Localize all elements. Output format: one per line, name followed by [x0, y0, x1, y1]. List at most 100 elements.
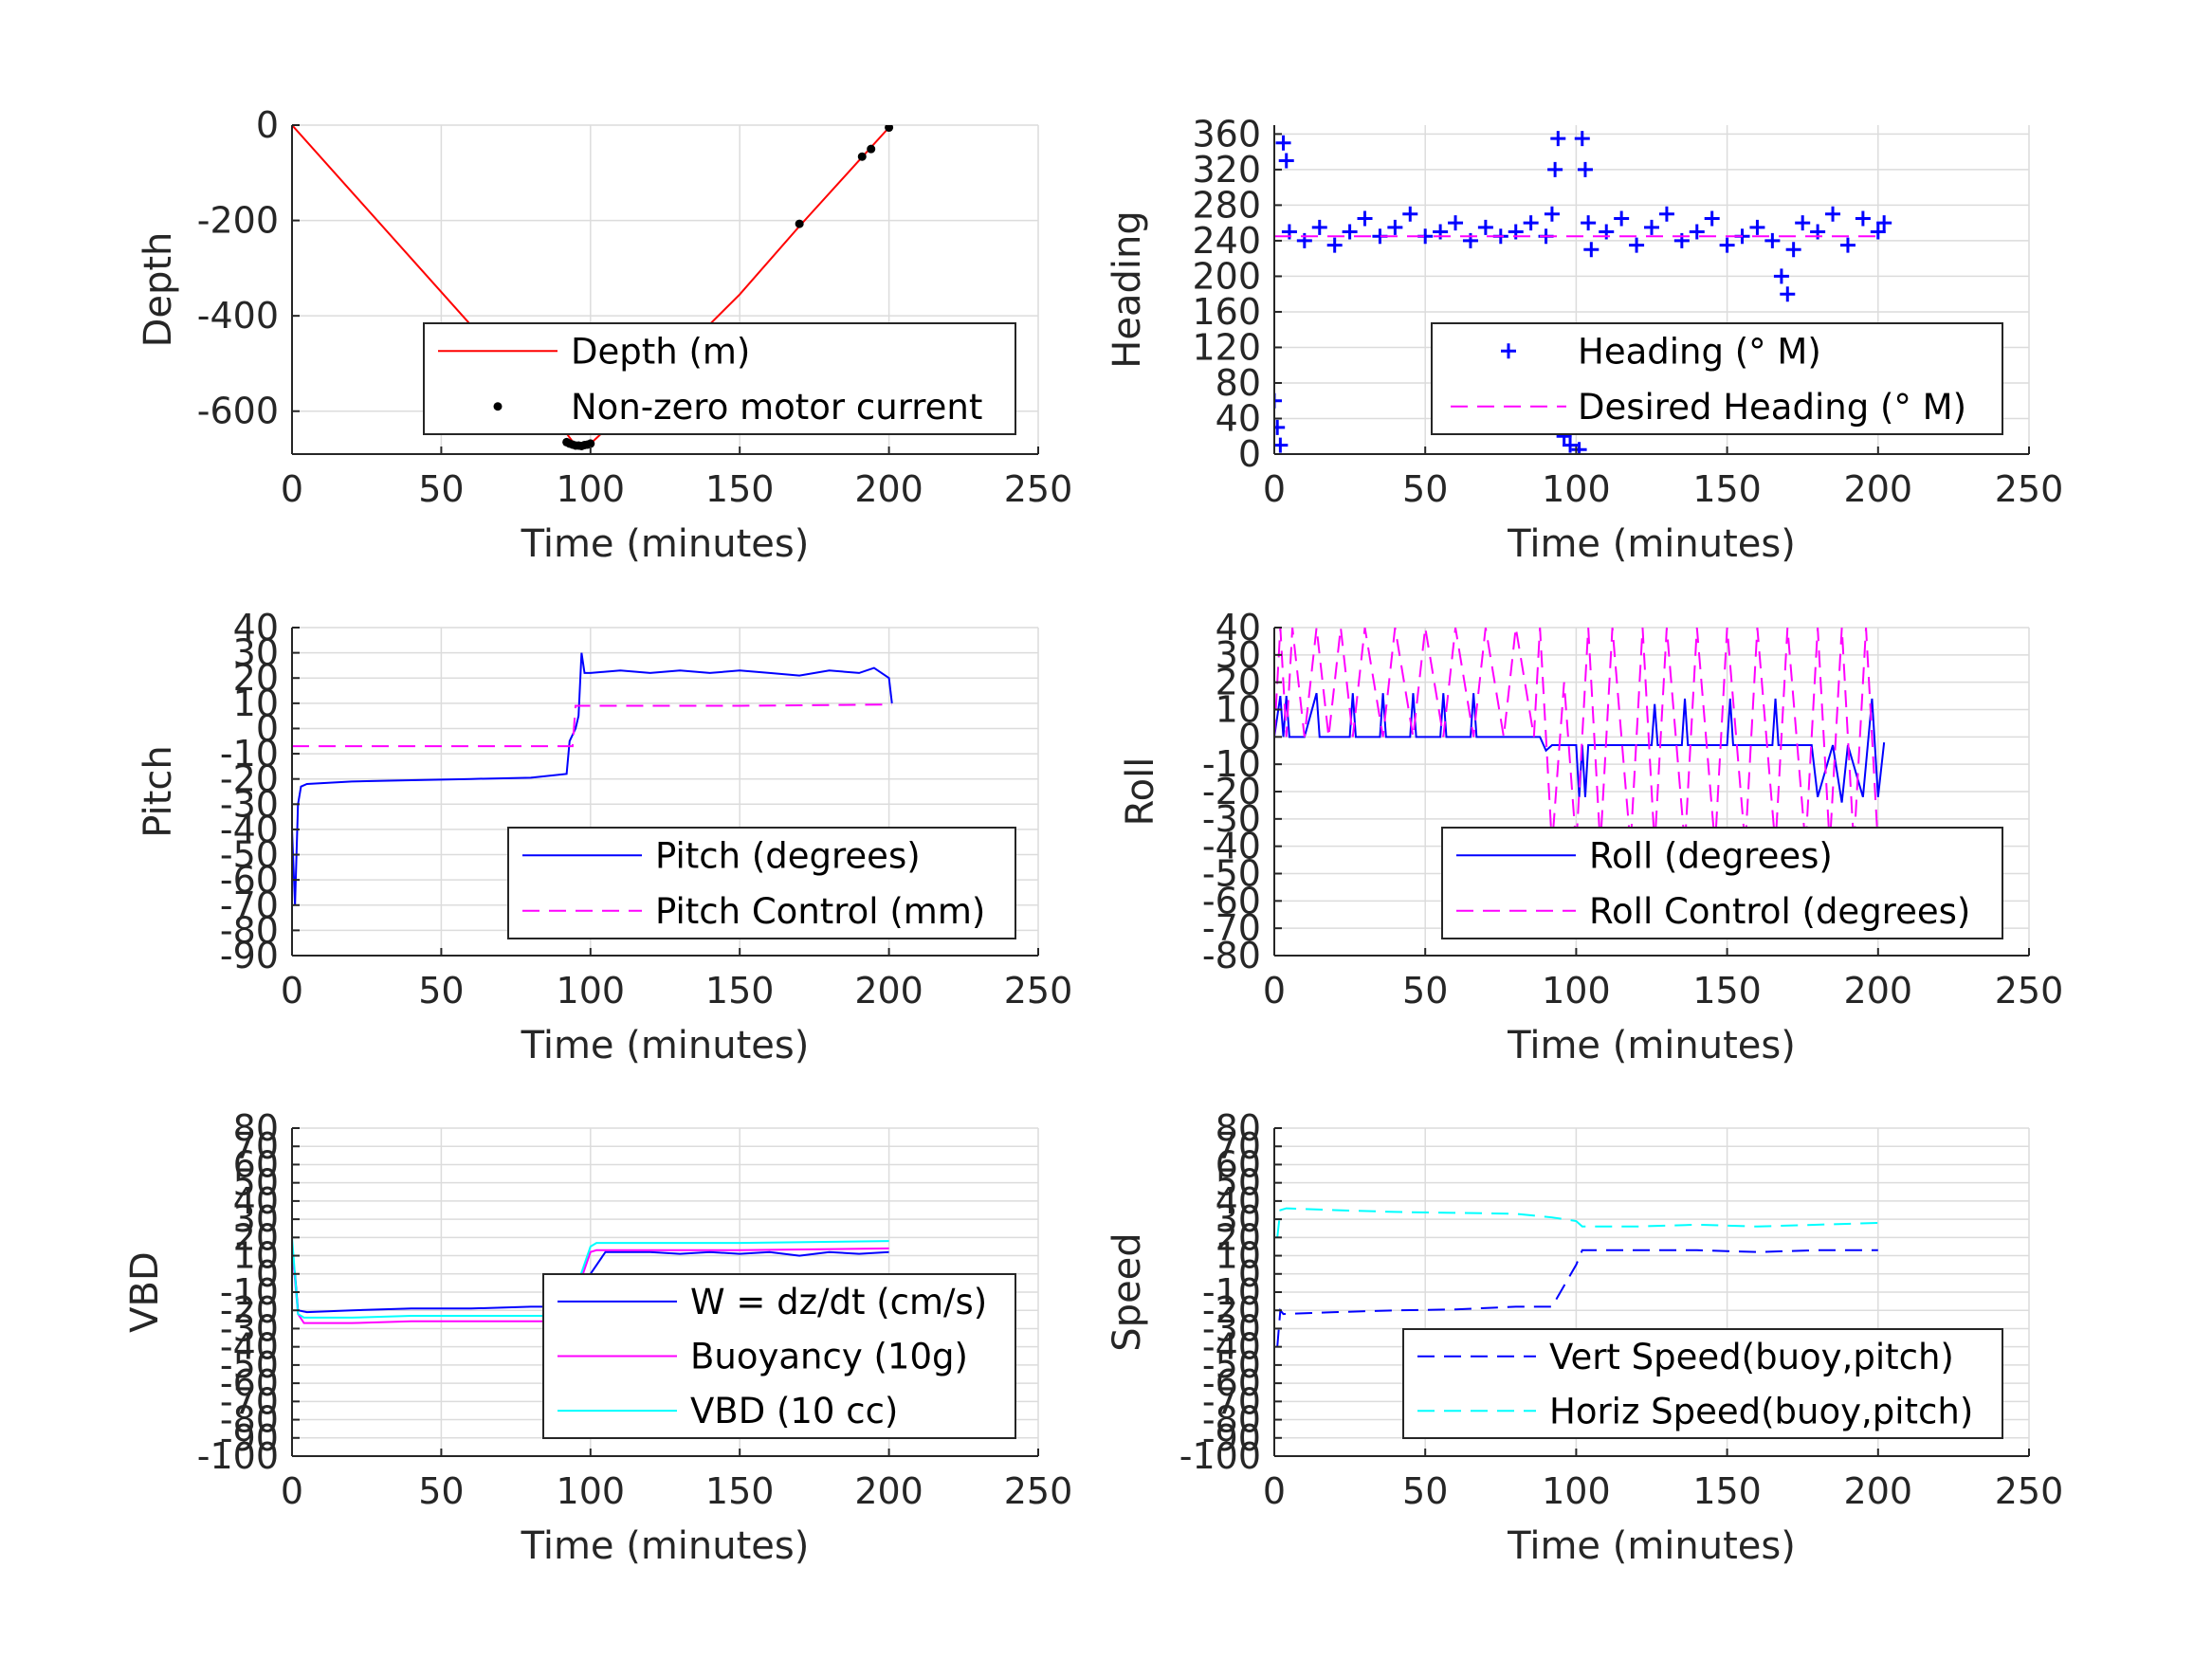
data-point — [1629, 237, 1645, 253]
series-line-0 — [292, 652, 893, 905]
legend-box — [1402, 1328, 2003, 1439]
chart-speed: 0 50 100 150 200 25080706050403020100-10-20-3… — [1106, 1107, 2063, 1568]
x-tick-label: 250 — [1995, 1470, 2064, 1512]
legend-label: Non-zero motor current — [571, 387, 982, 428]
y-tick-label: 40 — [233, 607, 279, 648]
y-tick-label: -200 — [197, 200, 279, 242]
legend-box — [1441, 827, 2003, 939]
y-tick-label: 40 — [1216, 1180, 1261, 1222]
data-point — [1274, 392, 1282, 409]
y-tick-label: -90 — [220, 935, 279, 976]
x-tick-label: 100 — [557, 468, 626, 510]
x-axis-label: Time (minutes) — [1507, 1024, 1796, 1067]
legend-label: Pitch Control (mm) — [655, 891, 985, 932]
x-tick-label: 100 — [1542, 970, 1611, 1012]
legend-box — [423, 322, 1016, 435]
series-line-2 — [292, 1237, 889, 1319]
y-tick-label: -70 — [1202, 1380, 1261, 1422]
y-tick-label: 360 — [1192, 113, 1261, 155]
y-tick-label: -60 — [1202, 880, 1261, 921]
series-line-1 — [292, 703, 892, 748]
x-tick-label: 200 — [854, 468, 923, 510]
data-point — [1544, 206, 1560, 222]
chart-vbd: 0 50 100 150 200 25080706050403020100-10-20-3… — [123, 1107, 1072, 1568]
x-tick-label: 50 — [1402, 970, 1448, 1012]
y-tick-label: -70 — [220, 884, 279, 926]
y-tick-label: 40 — [1216, 397, 1261, 439]
series-line-0 — [1276, 1249, 1878, 1347]
y-tick-label: 80 — [233, 1107, 279, 1149]
data-layer — [292, 1237, 889, 1324]
y-tick-label: 30 — [233, 1198, 279, 1240]
x-tick-label: 100 — [557, 970, 626, 1012]
legend-label: Heading (° M) — [1578, 331, 1821, 372]
data-point — [586, 439, 595, 448]
x-axis-label: Time (minutes) — [521, 1524, 810, 1568]
x-tick-label: 150 — [1692, 970, 1762, 1012]
data-point — [1523, 215, 1539, 231]
legend-label: Roll Control (degrees) — [1589, 891, 1970, 932]
y-tick-label: 120 — [1192, 326, 1261, 368]
y-axis-label: Depth — [137, 232, 180, 348]
y-tick-label: -90 — [1202, 1417, 1261, 1459]
data-point — [1563, 437, 1579, 453]
legend-label: VBD (10 cc) — [690, 1391, 898, 1431]
x-tick-label: 150 — [705, 468, 775, 510]
legend-label: Desired Heading (° M) — [1578, 387, 1966, 428]
data-point — [1583, 242, 1600, 258]
y-tick-label: 320 — [1192, 149, 1261, 191]
data-point — [1274, 419, 1286, 435]
data-point — [857, 152, 867, 161]
x-tick-label: 0 — [281, 1470, 303, 1512]
data-point — [1795, 215, 1811, 231]
y-tick-label: 80 — [1216, 362, 1261, 404]
chart-depth: 0 50 100 150 200 250 0 -200 -400 -600 Time (minute… — [137, 104, 1072, 566]
data-point — [1780, 286, 1796, 302]
y-tick-label: 60 — [1216, 1143, 1261, 1185]
y-tick-label: -10 — [1202, 743, 1261, 785]
y-tick-label: -30 — [1202, 1307, 1261, 1349]
y-tick-label: 20 — [1216, 662, 1261, 703]
y-tick-label: -20 — [220, 1289, 279, 1331]
legend-swatch — [493, 402, 503, 411]
y-tick-label: 10 — [233, 683, 279, 724]
x-axis-label: Time (minutes) — [521, 1024, 810, 1067]
data-point — [1825, 206, 1841, 222]
y-tick-label: -50 — [220, 1344, 279, 1386]
x-tick-label: 200 — [1844, 1470, 1913, 1512]
y-axis-label: Pitch — [137, 745, 180, 837]
y-tick-label: 70 — [233, 1125, 279, 1167]
data-point — [1357, 210, 1373, 227]
data-layer — [292, 125, 894, 450]
data-point — [1342, 224, 1358, 240]
y-tick-label: 40 — [1216, 607, 1261, 648]
x-tick-label: 250 — [1004, 1470, 1073, 1512]
data-point — [867, 144, 876, 154]
y-tick-label: -20 — [1202, 771, 1261, 812]
x-tick-label: 150 — [1692, 1470, 1762, 1512]
x-tick-label: 250 — [1004, 468, 1073, 510]
y-tick-label: 50 — [233, 1162, 279, 1204]
legend-box — [1431, 322, 2003, 435]
y-tick-label: 80 — [1216, 1107, 1261, 1149]
y-tick-label: -10 — [220, 1271, 279, 1313]
data-point — [1311, 219, 1327, 235]
y-tick-label: -20 — [1202, 1289, 1261, 1331]
data-point — [1870, 224, 1886, 240]
y-tick-label: -30 — [1202, 798, 1261, 840]
data-point — [1644, 219, 1659, 235]
y-tick-label: -80 — [220, 909, 279, 951]
legend-label: Roll (degrees) — [1589, 835, 1833, 876]
y-tick-label: -60 — [220, 859, 279, 901]
data-point — [1614, 210, 1630, 227]
data-point — [1876, 215, 1892, 231]
y-axis-label: Roll — [1119, 757, 1162, 827]
x-tick-label: 0 — [281, 468, 303, 510]
data-point — [1704, 210, 1720, 227]
y-axis-label: Heading — [1106, 210, 1149, 368]
series-line-0 — [292, 1250, 889, 1314]
data-point — [1574, 131, 1590, 147]
data-point — [1658, 206, 1674, 222]
y-tick-label: 0 — [1238, 433, 1261, 475]
series-line-1 — [292, 1246, 889, 1324]
